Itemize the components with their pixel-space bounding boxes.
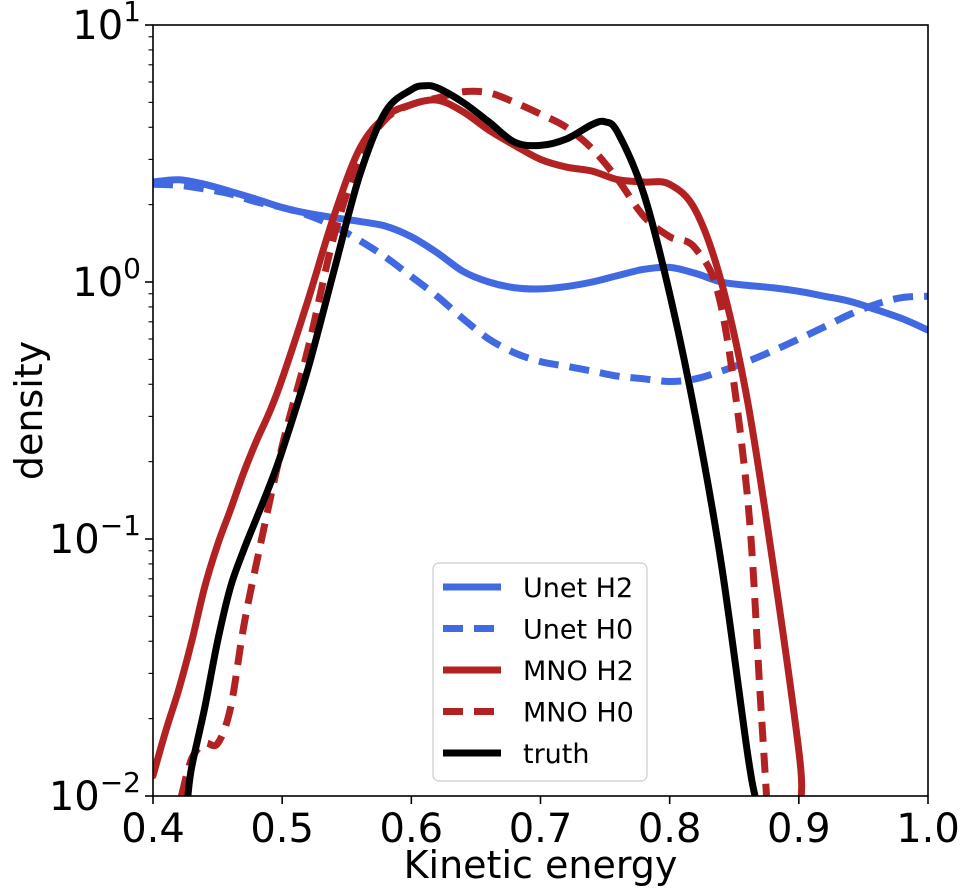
series-line-truth [184, 82, 759, 796]
x-tick-label: 0.4 [121, 806, 185, 852]
legend-box [432, 562, 648, 782]
y-tick-label: 100 [72, 252, 141, 306]
y-tick-label: 10−2 [49, 766, 141, 820]
legend-label-mno-h2: MNO H2 [523, 656, 634, 687]
y-axis-label: density [7, 341, 51, 480]
legend-label-unet-h0: Unet H0 [523, 615, 633, 646]
x-tick-label: 1.0 [896, 806, 960, 852]
y-tick-label: 10−1 [49, 509, 141, 563]
x-axis: 0.4 0.5 0.6 0.7 0.8 0.9 1.0 [121, 796, 960, 852]
y-axis: 10−2 10−1 100 101 [49, 0, 153, 820]
legend-label-mno-h0: MNO H0 [523, 698, 634, 729]
series-layer [153, 82, 928, 796]
x-tick-label: 0.8 [638, 806, 702, 852]
legend: Unet H2 Unet H0 MNO H2 MNO H0 truth [432, 562, 648, 782]
legend-label-unet-h2: Unet H2 [523, 573, 633, 604]
series-line-unet-h2 [153, 176, 928, 334]
x-tick-label: 0.5 [250, 806, 314, 852]
series-line-unet-h0 [153, 180, 928, 386]
x-tick-label: 0.6 [380, 806, 444, 852]
x-axis-label: Kinetic energy [404, 843, 678, 887]
y-tick-label: 101 [72, 0, 141, 49]
series-line-mno-h0 [178, 87, 771, 796]
x-tick-label: 0.9 [767, 806, 831, 852]
legend-label-truth: truth [523, 739, 590, 770]
x-tick-label: 0.7 [509, 806, 573, 852]
